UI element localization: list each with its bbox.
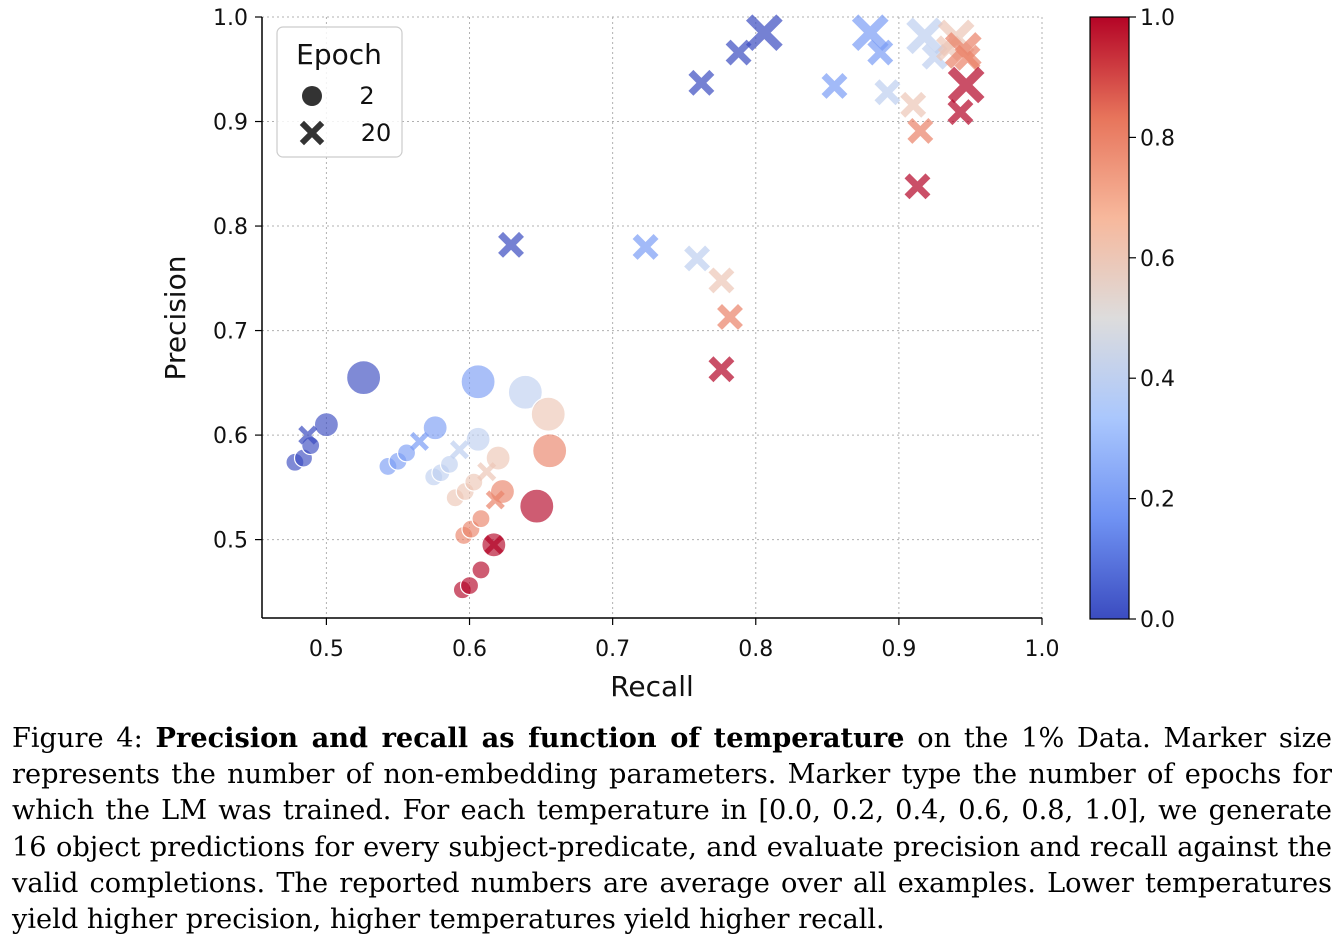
point-epoch-2 bbox=[471, 560, 491, 580]
point-epoch-20 bbox=[409, 431, 429, 451]
colorbar-tick-label: 0.0 bbox=[1140, 608, 1175, 633]
point-epoch-2 bbox=[422, 415, 448, 441]
point-epoch-20 bbox=[485, 490, 505, 510]
point-epoch-20 bbox=[821, 73, 848, 99]
point-epoch-20 bbox=[717, 304, 743, 330]
legend: Epoch 2 20 bbox=[276, 26, 403, 158]
colorbar-gradient bbox=[1089, 16, 1130, 620]
caption-label: Figure 4: bbox=[12, 723, 143, 754]
point-epoch-20 bbox=[298, 425, 318, 445]
point-epoch-2 bbox=[532, 433, 568, 469]
legend-label-20: 20 bbox=[361, 119, 392, 147]
point-epoch-2 bbox=[346, 360, 382, 396]
legend-box bbox=[276, 26, 403, 158]
point-epoch-2 bbox=[313, 412, 340, 438]
y-tick-label: 0.6 bbox=[213, 424, 248, 449]
legend-label-2: 2 bbox=[359, 82, 374, 110]
point-epoch-20 bbox=[498, 231, 524, 258]
point-epoch-20 bbox=[477, 462, 497, 482]
point-epoch-20 bbox=[906, 17, 944, 55]
y-tick-label: 0.7 bbox=[213, 320, 248, 345]
point-epoch-20 bbox=[745, 14, 783, 52]
point-epoch-20 bbox=[874, 79, 901, 106]
point-epoch-20 bbox=[907, 117, 934, 144]
point-epoch-2 bbox=[530, 396, 566, 432]
y-tick-label: 0.9 bbox=[213, 111, 248, 136]
colorbar: 0.0 0.2 0.4 0.6 0.8 1.0 bbox=[1089, 6, 1175, 633]
y-axis-title: Precision bbox=[159, 256, 192, 381]
y-tick-label: 1.0 bbox=[213, 6, 248, 31]
point-epoch-20 bbox=[449, 440, 470, 460]
point-epoch-2 bbox=[507, 374, 543, 410]
ticks: 0.5 0.6 0.7 0.8 0.9 1.0 0.5 0.6 0.7 0.8 0.9 1.0 bbox=[213, 6, 1060, 662]
point-epoch-20 bbox=[944, 32, 982, 69]
point-epoch-2 bbox=[465, 426, 491, 452]
x-tick-label: 0.6 bbox=[452, 637, 487, 662]
legend-circle-marker bbox=[302, 86, 322, 106]
caption-text: on the 1% Data. Marker size represents t… bbox=[12, 723, 1332, 936]
caption-bold: Precision and recall as function of temp… bbox=[155, 722, 905, 754]
x-tick-label: 1.0 bbox=[1025, 637, 1060, 662]
x-tick-label: 0.7 bbox=[595, 637, 630, 662]
x-tick-label: 0.9 bbox=[881, 637, 916, 662]
x-tick-label: 0.5 bbox=[309, 637, 344, 662]
point-epoch-2 bbox=[471, 509, 491, 529]
point-epoch-20 bbox=[947, 66, 985, 104]
point-epoch-2 bbox=[519, 488, 555, 524]
point-epoch-20 bbox=[900, 91, 927, 118]
colorbar-ticks: 0.0 0.2 0.4 0.6 0.8 1.0 bbox=[1129, 6, 1175, 633]
figure-caption: Figure 4: Precision and recall as functi… bbox=[12, 720, 1332, 938]
data-points bbox=[285, 14, 985, 600]
axes bbox=[261, 17, 1042, 619]
scatter-chart: 0.5 0.6 0.7 0.8 0.9 1.0 0.5 0.6 0.7 0.8 0.9 1.0 Rec… bbox=[159, 6, 1175, 703]
point-epoch-20 bbox=[684, 245, 711, 272]
point-epoch-20 bbox=[947, 99, 974, 126]
point-epoch-20 bbox=[904, 173, 931, 200]
legend-title: Epoch bbox=[296, 38, 382, 71]
point-epoch-2 bbox=[459, 575, 480, 596]
colorbar-tick-label: 0.2 bbox=[1140, 488, 1175, 513]
colorbar-tick-label: 1.0 bbox=[1140, 6, 1175, 31]
colorbar-tick-label: 0.8 bbox=[1140, 126, 1175, 151]
colorbar-tick-label: 0.4 bbox=[1140, 367, 1175, 392]
colorbar-tick-label: 0.6 bbox=[1140, 247, 1175, 272]
point-epoch-20 bbox=[688, 69, 715, 96]
y-tick-label: 0.8 bbox=[213, 215, 248, 240]
point-epoch-2 bbox=[439, 454, 460, 474]
legend-x-marker bbox=[299, 120, 325, 146]
point-epoch-2 bbox=[460, 364, 496, 400]
point-epoch-20 bbox=[708, 267, 735, 294]
x-tick-label: 0.8 bbox=[738, 637, 773, 662]
point-epoch-20 bbox=[632, 233, 659, 260]
y-tick-label: 0.5 bbox=[213, 529, 248, 554]
point-epoch-20 bbox=[851, 14, 889, 52]
point-epoch-20 bbox=[725, 39, 752, 66]
x-axis-title: Recall bbox=[610, 670, 694, 703]
point-epoch-20 bbox=[708, 356, 735, 383]
point-epoch-20 bbox=[484, 535, 504, 555]
